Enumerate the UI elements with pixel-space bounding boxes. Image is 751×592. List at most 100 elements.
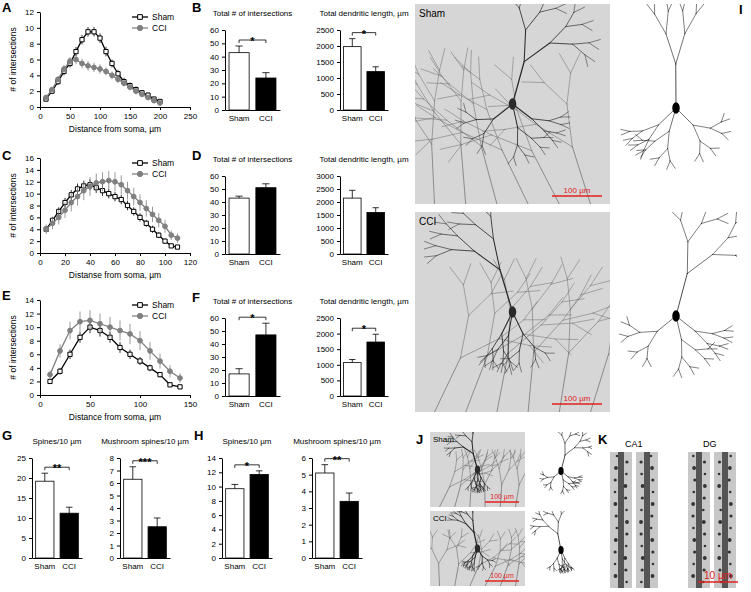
dendrite xyxy=(480,487,483,489)
dendrite xyxy=(586,440,590,442)
dendrite xyxy=(565,448,574,455)
chart-title: Total dendritic length, µm xyxy=(319,9,408,18)
tick-mark xyxy=(37,91,40,92)
dendrite xyxy=(638,139,649,145)
dendrite xyxy=(447,538,450,549)
chart-title: Mushroom spines/10 µm xyxy=(101,437,189,446)
dendrite xyxy=(700,141,710,148)
tick: 8 xyxy=(212,497,222,506)
dendrite xyxy=(545,353,550,361)
dendrite xyxy=(482,556,483,563)
dendrite xyxy=(522,549,525,556)
dendrite xyxy=(468,95,490,100)
tick: 0 xyxy=(30,249,40,258)
dendrite xyxy=(541,302,562,325)
dendrite xyxy=(542,472,543,475)
marker xyxy=(78,335,82,339)
tick-mark xyxy=(117,521,120,522)
dendrite xyxy=(572,482,575,486)
bar xyxy=(229,198,249,254)
spine xyxy=(640,532,643,535)
tick-mark xyxy=(222,83,225,84)
dendrite xyxy=(675,64,676,108)
dendrite xyxy=(561,257,567,278)
marker xyxy=(140,92,145,97)
tick: 100 xyxy=(94,107,108,121)
legend: ShamCCI xyxy=(132,158,174,179)
dendrite xyxy=(521,535,525,541)
dendrite xyxy=(470,468,471,484)
tick-label: 60 xyxy=(210,172,219,181)
dendrite xyxy=(633,140,642,142)
dendrite-shaft xyxy=(696,452,702,588)
dendrite xyxy=(513,62,525,104)
dendrite xyxy=(569,321,599,352)
dendrite xyxy=(468,556,473,561)
spine xyxy=(718,473,721,476)
tick: 6 xyxy=(30,213,40,222)
dendrite xyxy=(559,353,568,412)
error-bar xyxy=(66,507,73,513)
dendrite xyxy=(432,530,437,537)
tick-mark xyxy=(337,189,340,190)
dendrite xyxy=(471,567,473,570)
dendrite xyxy=(465,449,468,457)
dendrite xyxy=(665,4,668,11)
axis: 02468101214 xyxy=(25,296,40,400)
tick: 10 xyxy=(210,93,225,102)
tick: 2 xyxy=(30,87,40,96)
dendrite xyxy=(487,313,494,356)
dendrite xyxy=(673,369,678,376)
dendrite xyxy=(677,4,683,11)
tick-label: 2000 xyxy=(316,42,334,51)
marker xyxy=(98,36,102,40)
marker xyxy=(98,67,103,72)
dendrite xyxy=(530,283,552,287)
axis-line xyxy=(40,301,41,396)
dendrite xyxy=(510,450,514,458)
tick-mark xyxy=(37,229,40,230)
tick-mark xyxy=(37,300,40,301)
dendrite xyxy=(493,364,501,368)
tick-label: 8 xyxy=(30,40,35,49)
spine xyxy=(639,520,643,524)
dendrite xyxy=(499,469,502,485)
tick-label: 2 xyxy=(30,87,35,96)
dendrite xyxy=(457,537,462,548)
tick-label: Sham xyxy=(342,258,363,267)
dendrite xyxy=(574,7,585,12)
dendrite xyxy=(590,280,610,286)
spine xyxy=(650,527,653,530)
tick-label: 40 xyxy=(210,198,219,207)
dendrite xyxy=(447,452,451,455)
dendrite xyxy=(429,51,440,71)
series-line xyxy=(50,327,180,387)
dendrite xyxy=(483,488,484,491)
dendrite xyxy=(669,212,681,220)
dendrite xyxy=(713,254,736,256)
dendrite xyxy=(479,489,481,492)
marker xyxy=(100,179,105,184)
tick: Sham xyxy=(224,558,245,571)
chart: 05010015002468101214# of intersectionsDi… xyxy=(8,296,198,422)
tick: CCI xyxy=(259,254,273,267)
tick-label: 6 xyxy=(110,479,115,488)
plot-area xyxy=(48,310,183,389)
tick-mark xyxy=(117,458,120,459)
marker xyxy=(138,359,142,363)
dendrite xyxy=(455,564,459,586)
axis: 012345678 xyxy=(110,454,121,563)
error-bar xyxy=(154,518,161,527)
plot-area xyxy=(344,334,385,396)
dendrite xyxy=(644,4,654,14)
tick-label: 0 xyxy=(110,554,115,563)
dendrite xyxy=(499,320,524,339)
dendrite xyxy=(468,484,471,488)
dendrite xyxy=(564,570,565,573)
dendrite xyxy=(735,254,737,256)
tick-label: 1500 xyxy=(316,211,334,220)
series-line xyxy=(46,185,177,247)
dendrite xyxy=(574,478,578,480)
dendrite xyxy=(491,291,513,294)
tick-mark xyxy=(37,354,40,355)
